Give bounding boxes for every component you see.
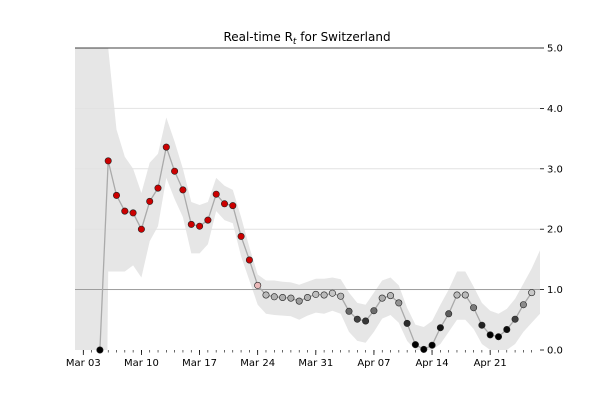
data-point xyxy=(179,186,187,194)
x-tick-label: Mar 31 xyxy=(298,358,333,369)
data-point xyxy=(212,190,220,198)
data-point xyxy=(519,301,527,309)
data-point xyxy=(121,207,129,215)
x-tick-label: Mar 10 xyxy=(124,358,159,369)
data-point xyxy=(528,289,536,297)
chart-title-suffix: for Switzerland xyxy=(296,30,390,44)
data-point xyxy=(320,291,328,299)
gridline-layer xyxy=(75,107,540,291)
data-point xyxy=(270,293,278,301)
x-tick-label: Apr 21 xyxy=(474,358,507,369)
data-point xyxy=(370,307,378,315)
data-point xyxy=(129,209,137,217)
data-point xyxy=(470,304,478,312)
data-point xyxy=(254,281,262,289)
data-point xyxy=(511,315,519,323)
data-point xyxy=(337,292,345,300)
data-point xyxy=(187,220,195,228)
data-point xyxy=(221,200,229,208)
data-point xyxy=(403,319,411,327)
data-point xyxy=(295,297,303,305)
data-point xyxy=(312,290,320,298)
data-point xyxy=(204,216,212,224)
confidence-band-layer xyxy=(75,48,540,350)
data-point xyxy=(420,345,428,353)
x-tick-label: Mar 24 xyxy=(240,358,275,369)
x-tick-label: Apr 07 xyxy=(357,358,390,369)
x-tick-label: Apr 14 xyxy=(415,358,448,369)
data-point xyxy=(171,167,179,175)
data-point xyxy=(245,256,253,264)
data-point xyxy=(453,291,461,299)
data-point xyxy=(279,293,287,301)
y-tick-label: 0.0 xyxy=(547,346,563,357)
data-point xyxy=(362,317,370,325)
data-point xyxy=(436,324,444,332)
y-tick-label: 2.0 xyxy=(547,225,563,236)
x-tick-label: Mar 03 xyxy=(66,358,101,369)
data-point xyxy=(486,331,494,339)
data-point xyxy=(162,143,170,151)
data-point xyxy=(503,325,511,333)
data-point xyxy=(237,232,245,240)
data-point xyxy=(353,315,361,323)
data-point xyxy=(137,225,145,233)
data-point xyxy=(196,222,204,230)
data-point xyxy=(386,292,394,300)
data-point xyxy=(303,293,311,301)
chart-title-subscript: t xyxy=(293,37,297,47)
data-point xyxy=(478,321,486,329)
data-point xyxy=(146,197,154,205)
axis-layer: 0.0 1.0 2.0 3.0 4.0 5.0 Mar 03 Mar 10 Mar 17 Mar … xyxy=(66,44,563,370)
data-point xyxy=(113,191,121,199)
data-point xyxy=(395,299,403,307)
data-point xyxy=(378,294,386,302)
confidence-band xyxy=(75,48,540,350)
data-point xyxy=(328,289,336,297)
data-point-layer xyxy=(96,143,536,354)
data-point xyxy=(345,307,353,315)
data-point xyxy=(411,341,419,349)
data-point xyxy=(229,202,237,210)
y-tick-label: 5.0 xyxy=(547,44,563,55)
data-point xyxy=(494,333,502,341)
data-point xyxy=(262,291,270,299)
data-point xyxy=(287,294,295,302)
y-tick-label: 1.0 xyxy=(547,285,563,296)
data-point xyxy=(104,157,112,165)
data-point xyxy=(445,310,453,318)
x-tick-label: Mar 17 xyxy=(182,358,217,369)
data-point xyxy=(154,184,162,192)
data-point xyxy=(428,341,436,349)
chart-title: Real-time Rt for Switzerland xyxy=(223,30,390,47)
data-point xyxy=(461,291,469,299)
y-tick-label: 3.0 xyxy=(547,164,563,175)
y-tick-label: 4.0 xyxy=(547,104,563,115)
